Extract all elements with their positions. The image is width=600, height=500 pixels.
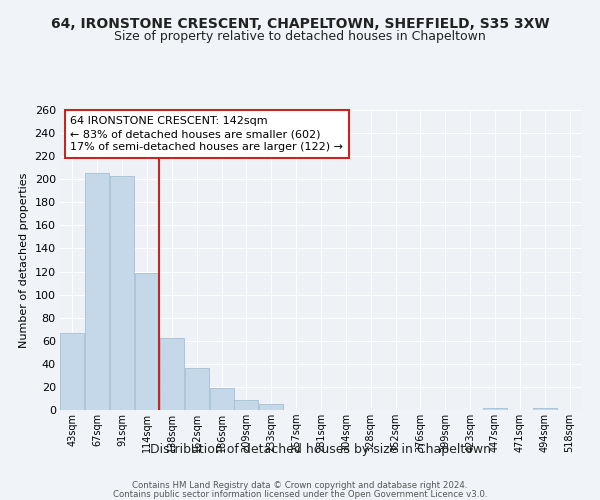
Bar — [185, 368, 209, 410]
Bar — [209, 388, 233, 410]
Bar — [85, 174, 109, 410]
Bar — [61, 332, 85, 410]
Text: Size of property relative to detached houses in Chapeltown: Size of property relative to detached ho… — [114, 30, 486, 43]
Bar — [160, 338, 184, 410]
Text: Distribution of detached houses by size in Chapeltown: Distribution of detached houses by size … — [151, 442, 491, 456]
Y-axis label: Number of detached properties: Number of detached properties — [19, 172, 29, 348]
Bar — [259, 404, 283, 410]
Bar — [533, 408, 557, 410]
Text: 64, IRONSTONE CRESCENT, CHAPELTOWN, SHEFFIELD, S35 3XW: 64, IRONSTONE CRESCENT, CHAPELTOWN, SHEF… — [50, 18, 550, 32]
Text: 64 IRONSTONE CRESCENT: 142sqm
← 83% of detached houses are smaller (602)
17% of : 64 IRONSTONE CRESCENT: 142sqm ← 83% of d… — [70, 116, 343, 152]
Bar — [110, 176, 134, 410]
Bar — [135, 272, 159, 410]
Bar — [235, 400, 259, 410]
Text: Contains public sector information licensed under the Open Government Licence v3: Contains public sector information licen… — [113, 490, 487, 499]
Text: Contains HM Land Registry data © Crown copyright and database right 2024.: Contains HM Land Registry data © Crown c… — [132, 481, 468, 490]
Bar — [483, 408, 507, 410]
